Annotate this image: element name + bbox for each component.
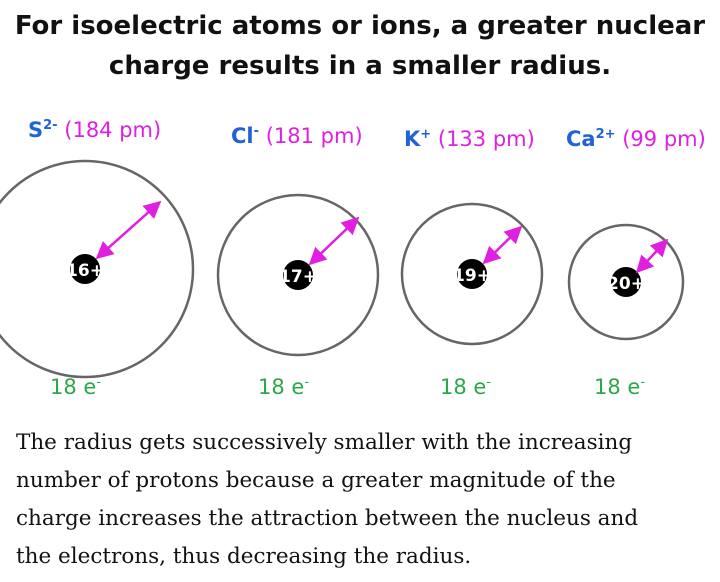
radius-arrow <box>482 225 523 265</box>
explanation-text: The radius gets successively smaller wit… <box>16 424 716 576</box>
nucleus-charge: 16+ <box>66 261 104 281</box>
radius-arrow <box>308 216 360 266</box>
explanation-line-2: number of protons because a greater magn… <box>16 468 616 493</box>
radius-arrow <box>95 200 162 260</box>
title-line-1: For isoelectric atoms or ions, a greater… <box>14 11 706 41</box>
atom-chloride: 17+ <box>216 193 380 357</box>
nucleus <box>457 259 487 289</box>
electron-shell <box>400 202 544 346</box>
ion-label-sulfide: S2- (184 pm) <box>28 118 161 142</box>
electron-shell <box>0 159 195 379</box>
page-title: For isoelectric atoms or ions, a greater… <box>0 6 720 86</box>
ion-radius-value: (181 pm) <box>265 124 363 148</box>
radius-arrow <box>635 238 669 274</box>
explanation-line-4: the electrons, thus decreasing the radiu… <box>16 544 472 569</box>
electron-count-chloride: 18 e- <box>258 375 310 399</box>
ion-radius-value: (184 pm) <box>64 118 162 142</box>
nucleus <box>283 260 313 290</box>
electron-shell <box>216 193 380 357</box>
ion-symbol: S2- <box>28 118 58 142</box>
nucleus-charge: 20+ <box>607 274 645 294</box>
nucleus-charge: 19+ <box>453 266 491 286</box>
electron-count-calcium: 18 e- <box>594 375 646 399</box>
ion-radius-value: (99 pm) <box>622 127 706 151</box>
title-line-2: charge results in a smaller radius. <box>108 51 612 81</box>
ion-size-diagram: 16+ 17+ 19+ 20+ <box>0 159 685 379</box>
atom-potassium: 19+ <box>400 202 544 346</box>
ion-label-potassium: K+ (133 pm) <box>404 127 535 151</box>
electron-shell <box>567 223 685 341</box>
ion-radius-value: (133 pm) <box>437 127 535 151</box>
explanation-line-1: The radius gets successively smaller wit… <box>16 430 633 455</box>
ion-symbol: Ca2+ <box>566 127 616 151</box>
atom-calcium: 20+ <box>567 223 685 341</box>
atom-sulfide: 16+ <box>0 159 195 379</box>
ion-symbol: Cl- <box>231 124 260 148</box>
ion-symbol: K+ <box>404 127 432 151</box>
ion-label-chloride: Cl- (181 pm) <box>231 124 363 148</box>
explanation-line-3: charge increases the attraction between … <box>16 506 639 531</box>
nucleus <box>611 267 641 297</box>
nucleus-charge: 17+ <box>279 267 317 287</box>
ion-label-calcium: Ca2+ (99 pm) <box>566 127 706 151</box>
electron-count-potassium: 18 e- <box>440 375 492 399</box>
electron-count-sulfide: 18 e- <box>50 375 102 399</box>
nucleus <box>70 254 100 284</box>
